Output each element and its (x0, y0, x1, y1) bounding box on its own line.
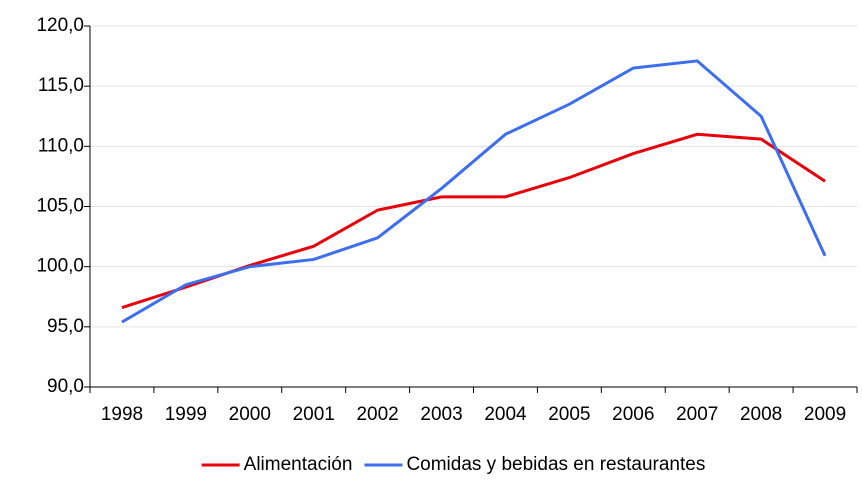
x-tick-label: 2003 (420, 404, 462, 425)
x-tick-label: 2004 (484, 404, 527, 425)
y-tick-label: 100,0 (36, 256, 84, 277)
series-line (121, 59, 827, 324)
x-tick-label: 2008 (740, 404, 782, 425)
x-tick-label: 2009 (804, 404, 846, 425)
x-tick-label: 1998 (101, 404, 143, 425)
legend-label: Alimentación (244, 454, 353, 475)
x-tick-label: 2000 (229, 404, 271, 425)
y-tick-label: 90,0 (47, 376, 84, 397)
y-tick-label: 120,0 (36, 15, 84, 36)
x-tick-label: 2001 (293, 404, 335, 425)
x-tick-label: 1999 (165, 404, 207, 425)
y-tick-label: 95,0 (47, 316, 84, 337)
y-tick-label: 105,0 (36, 196, 84, 217)
x-tick-label: 2007 (676, 404, 718, 425)
x-tick-label: 2005 (548, 404, 590, 425)
legend-label: Comidas y bebidas en restaurantes (406, 454, 705, 475)
y-tick-label: 110,0 (38, 135, 84, 156)
y-tick-label: 115,0 (38, 75, 84, 96)
x-tick-label: 2002 (356, 404, 398, 425)
x-tick-label: 2006 (612, 404, 654, 425)
